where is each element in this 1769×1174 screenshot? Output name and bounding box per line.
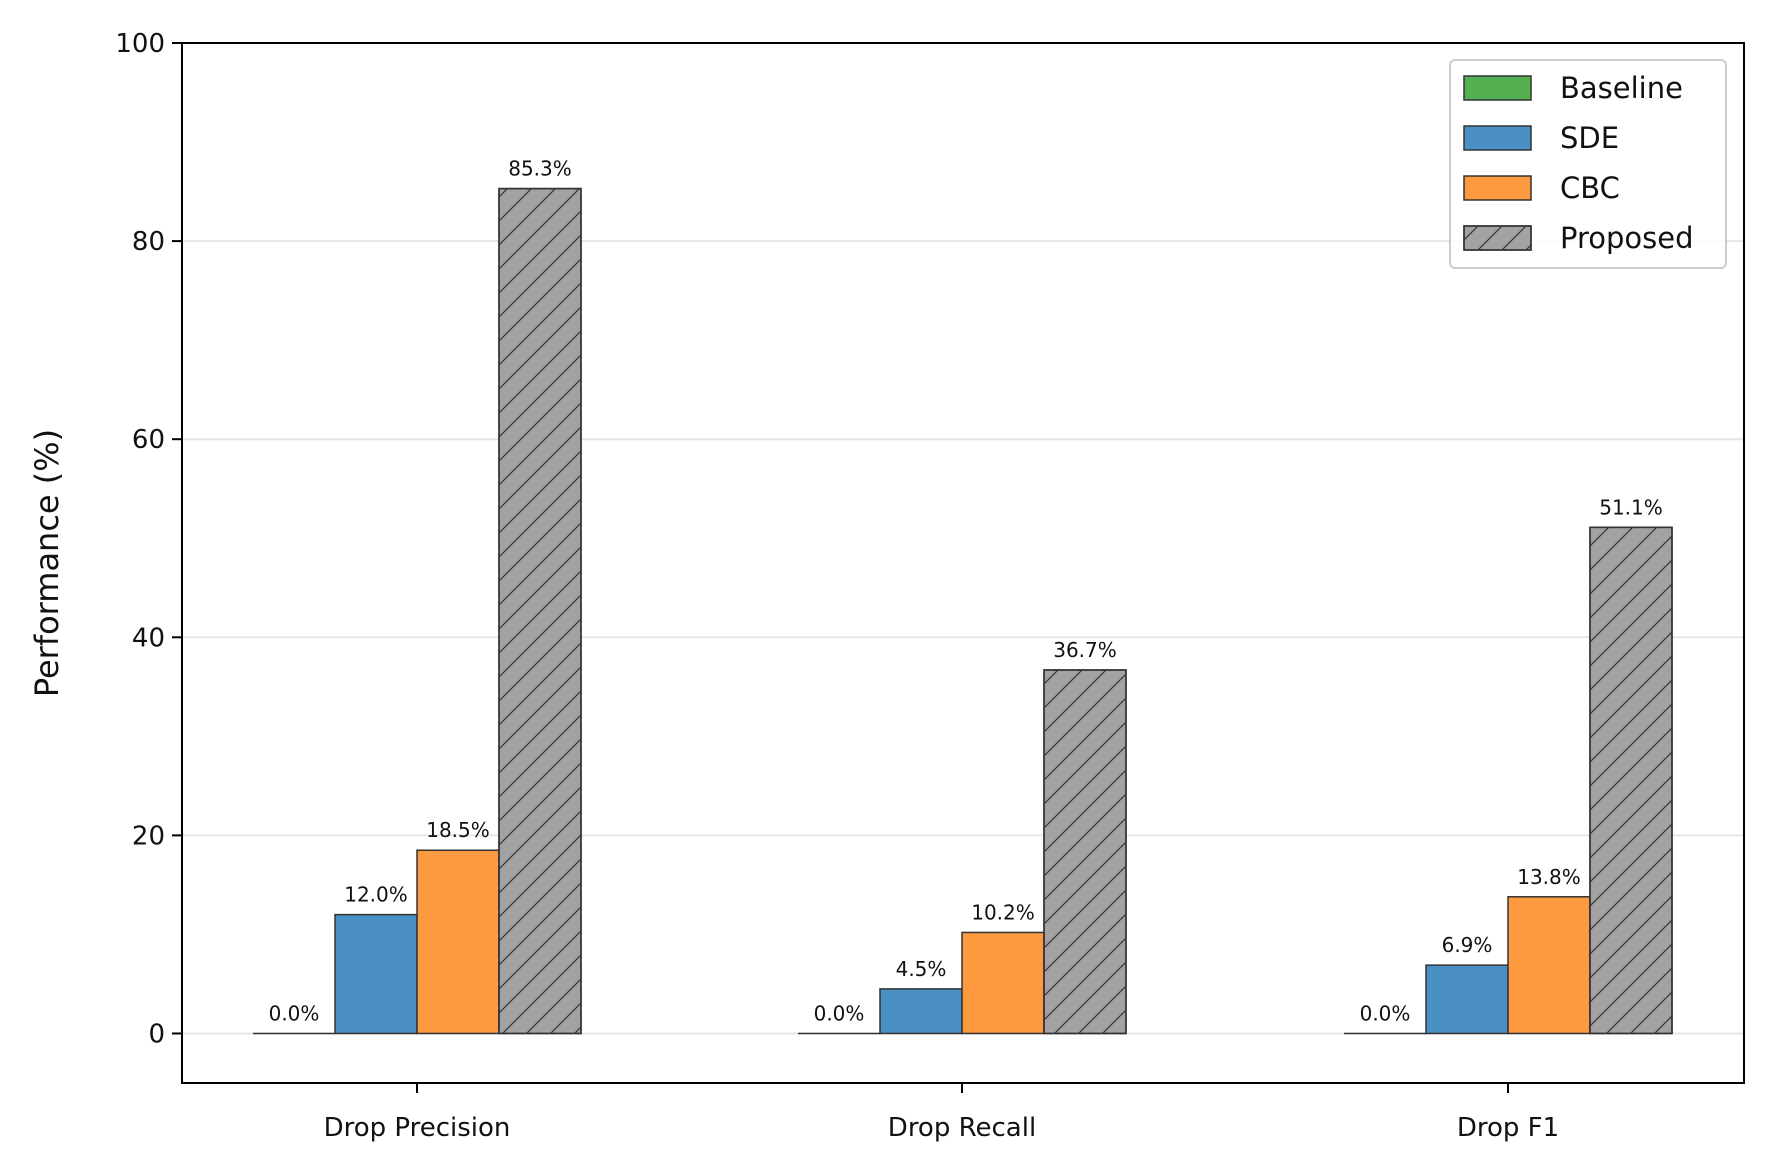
legend-swatch-hatch <box>1463 225 1532 251</box>
legend-swatch-cbc <box>1463 175 1532 201</box>
legend-swatch-baseline <box>1463 75 1532 101</box>
y-axis-label: Performance (%) <box>28 429 66 697</box>
data-label: 85.3% <box>508 157 572 181</box>
y-tick-label: 40 <box>132 623 165 653</box>
y-tick-label: 80 <box>132 227 165 257</box>
x-tick-label: Drop Precision <box>324 1113 511 1143</box>
legend-label: SDE <box>1560 121 1619 155</box>
bar-sde <box>879 988 963 1035</box>
legend-label: Proposed <box>1560 221 1694 255</box>
bar-sde <box>334 913 418 1035</box>
data-label: 18.5% <box>426 818 490 842</box>
data-label: 13.8% <box>1517 865 1581 889</box>
legend-box <box>1449 59 1727 269</box>
data-label: 0.0% <box>1360 1001 1411 1025</box>
data-label: 0.0% <box>814 1001 865 1025</box>
legend-label: CBC <box>1560 171 1620 205</box>
bar-hatch <box>498 187 582 1035</box>
bar-hatch <box>1589 526 1673 1035</box>
data-label: 6.9% <box>1442 933 1493 957</box>
y-tick-label: 20 <box>132 821 165 851</box>
bar-hatch <box>1043 669 1127 1035</box>
x-tick-label: Drop Recall <box>888 1113 1036 1143</box>
legend-label: Baseline <box>1560 71 1683 105</box>
axes: 0 20 40 60 80 100 Drop Precision Drop Recall Dro… <box>28 29 1745 1143</box>
y-tick-label: 100 <box>115 29 165 59</box>
data-label: 36.7% <box>1053 638 1117 662</box>
data-label: 0.0% <box>269 1001 320 1025</box>
bar-sde <box>1425 964 1509 1035</box>
y-tick-label: 60 <box>132 425 165 455</box>
data-labels: 0.0% 0.0% 0.0% 12.0% 4.5% 6.9% 18.5% 10.2% 13.8%… <box>269 157 1663 1026</box>
bars <box>253 187 1673 1035</box>
data-label: 10.2% <box>971 900 1035 924</box>
x-tick-label: Drop F1 <box>1457 1113 1559 1143</box>
data-label: 12.0% <box>344 883 408 907</box>
legend-swatch-sde <box>1463 125 1532 151</box>
legend: Baseline SDE CBC Proposed <box>1449 59 1727 269</box>
bar-cbc <box>416 849 500 1035</box>
data-label: 51.1% <box>1599 495 1663 519</box>
bar-cbc <box>961 931 1045 1035</box>
data-label: 4.5% <box>896 957 947 981</box>
y-tick-label: 0 <box>148 1019 165 1049</box>
bar-cbc <box>1507 896 1591 1035</box>
